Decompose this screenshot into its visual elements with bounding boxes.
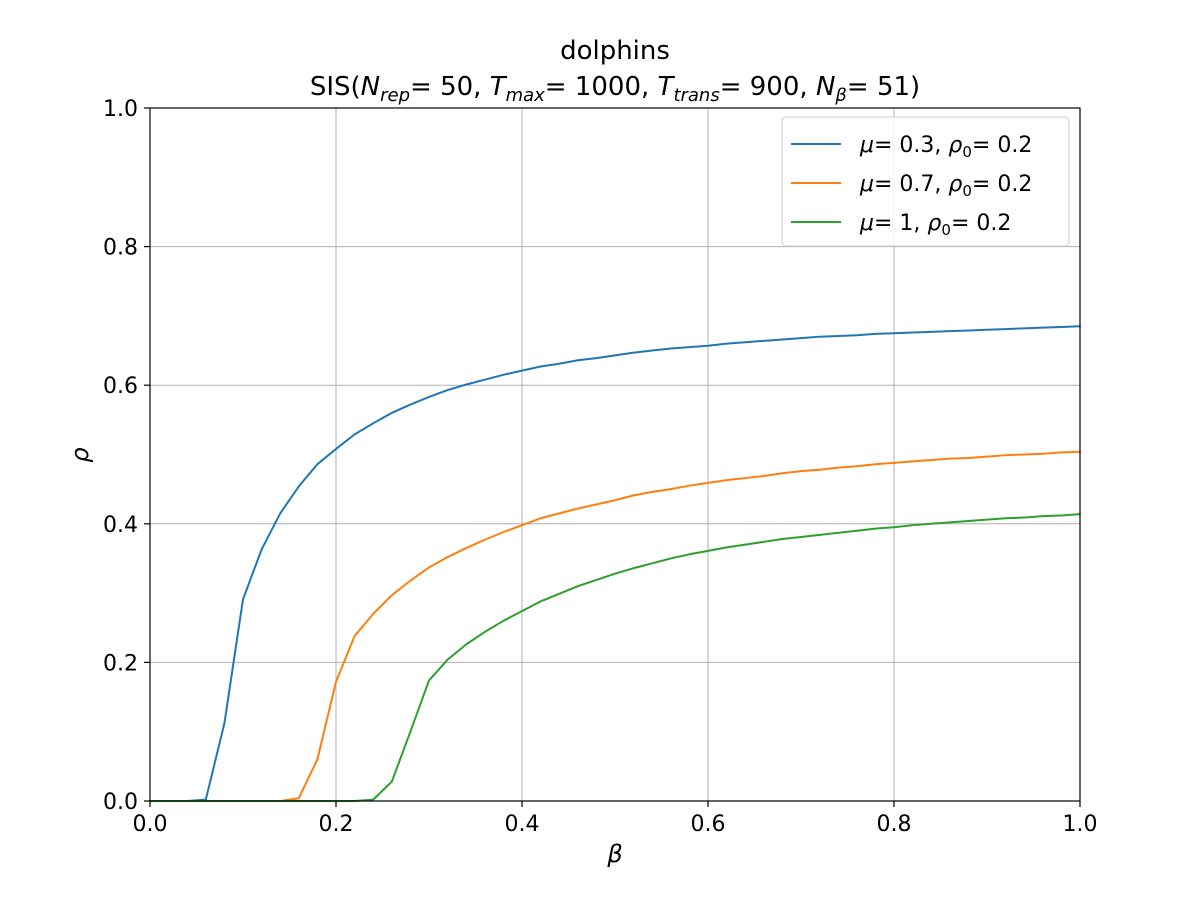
x-tick-label: 1.0: [1063, 812, 1098, 837]
legend-label-1: μ= 0.3, ρ0= 0.2: [859, 133, 1032, 161]
legend-label-3: μ= 1, ρ0= 0.2: [859, 211, 1011, 239]
y-tick-label: 0.4: [103, 513, 138, 538]
x-axis-label: β: [606, 840, 622, 868]
legend-box: [781, 116, 1070, 247]
x-tick-label: 0.4: [505, 812, 540, 837]
legend-label-2: μ= 0.7, ρ0= 0.2: [859, 172, 1032, 200]
y-tick-label: 0.2: [103, 651, 138, 676]
legend: μ= 0.3, ρ0= 0.2 μ= 0.7, ρ0= 0.2 μ= 1, ρ0= …: [781, 116, 1070, 247]
y-tick-label: 0.6: [103, 374, 138, 399]
y-tick-label: 0.8: [103, 236, 138, 261]
axis-ticks: 0.0 0.2 0.4 0.6 0.8 1.0 0.0 0.2 0.4 0.6 0.8 1.0: [103, 97, 1098, 837]
y-tick-label: 0.0: [103, 790, 138, 815]
chart-title: dolphins: [560, 36, 670, 66]
y-tick-label: 1.0: [103, 97, 138, 122]
series-line-2: [149, 450, 1081, 802]
x-tick-label: 0.0: [133, 812, 168, 837]
x-tick-label: 0.8: [877, 812, 912, 837]
x-tick-label: 0.6: [691, 812, 726, 837]
series-layer: [149, 325, 1081, 802]
y-axis-label: ρ: [66, 447, 94, 462]
chart-subtitle: SIS(Nrep= 50, Tmax= 1000, Ttrans= 900, N…: [310, 72, 920, 106]
plot-area-frame: [149, 107, 1081, 802]
x-tick-label: 0.2: [319, 812, 354, 837]
series-line-1: [149, 325, 1081, 802]
series-line-3: [149, 513, 1081, 802]
